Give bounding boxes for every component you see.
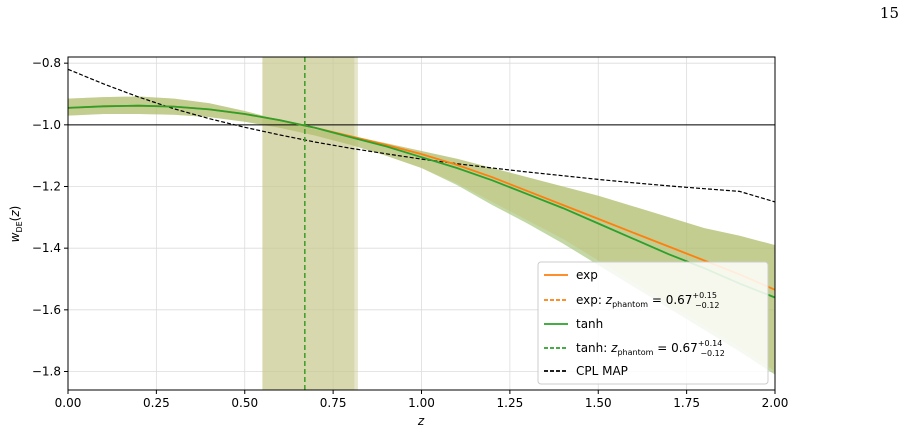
x-tick-label: 1.50 — [585, 396, 612, 410]
svg-text:wDE(z): wDE(z) — [8, 206, 24, 243]
page-number: 15 — [879, 4, 899, 22]
plot-area — [68, 57, 775, 390]
x-tick-label: 0.50 — [231, 396, 258, 410]
legend-box — [537, 261, 769, 385]
x-tick-label: 1.00 — [408, 396, 435, 410]
x-tick-label: 0.75 — [320, 396, 347, 410]
legend-label-2: tanh — [576, 317, 603, 331]
series-line-tanh — [68, 104, 775, 299]
x-tick-label: 0.00 — [55, 396, 82, 410]
phantom-band-0 — [262, 57, 358, 390]
legend-label-0: exp — [576, 268, 598, 282]
phantom-band-1 — [262, 57, 355, 390]
legend: exp exp: zphantom = 0.67+0.15 −0.12 tanh tan… — [537, 261, 769, 385]
x-tick-label: 1.25 — [497, 396, 524, 410]
tanh-band — [68, 96, 775, 375]
y-tick-label: −1.8 — [32, 365, 61, 379]
x-tick-label: 2.00 — [762, 396, 789, 410]
x-axis: 0.00 0.25 0.50 0.75 1.00 1.25 1.50 1.75 2.00 — [55, 390, 789, 410]
y-tick-label: −0.8 — [32, 56, 61, 70]
y-tick-label: −1.0 — [32, 118, 61, 132]
legend-label-1: exp: zphantom = 0.67+0.15 −0.12 — [576, 291, 719, 310]
y-tick-label: −1.4 — [32, 241, 61, 255]
y-axis: −0.8 −1.0 −1.2 −1.4 −1.6 −1.8 — [32, 56, 68, 379]
x-tick-label: 0.25 — [143, 396, 170, 410]
y-tick-label: −1.6 — [32, 303, 61, 317]
y-tick-label: −1.2 — [32, 180, 61, 194]
y-axis-label: wDE(z) — [8, 206, 24, 243]
series-line-cpl — [68, 68, 775, 203]
band-overlap — [68, 96, 775, 375]
legend-label-3: tanh: zphantom = 0.67+0.14 −0.12 — [576, 339, 725, 358]
x-axis-label: z — [417, 414, 425, 428]
legend-label-4: CPL MAP — [576, 364, 628, 378]
exp-band — [68, 96, 775, 372]
x-tick-label: 1.75 — [673, 396, 700, 410]
